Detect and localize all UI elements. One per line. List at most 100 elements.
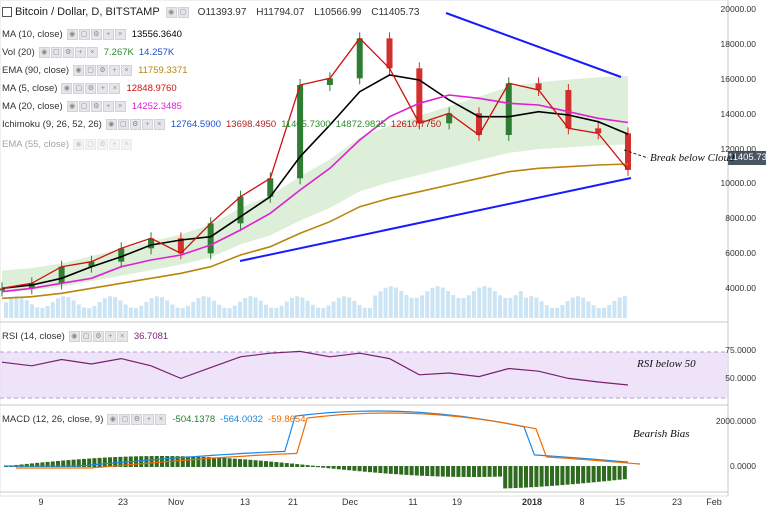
- cloud-annotation: Break below Cloud: [650, 152, 735, 164]
- volume-bar: [165, 300, 170, 318]
- macd-histogram-bar: [430, 466, 435, 477]
- volume-bar: [529, 296, 534, 318]
- volume-bar: [4, 302, 8, 318]
- low-value: L10566.99: [314, 6, 362, 18]
- time-tick-label: 23: [671, 497, 683, 507]
- legend-row[interactable]: MA (5, close) ◉ ▢ ⚙ + × 12848.9760: [0, 80, 177, 96]
- volume-bar: [128, 307, 133, 318]
- volume-bar: [56, 298, 60, 318]
- macd-histogram-bar: [591, 466, 596, 483]
- time-tick-label: Feb: [706, 497, 722, 507]
- candle-body: [0, 288, 5, 291]
- macd-histogram-bar: [503, 466, 508, 489]
- volume-bar: [539, 301, 544, 318]
- volume-bar: [274, 307, 279, 318]
- legend-buttons[interactable]: ◉ ▢ ⚙ + ×: [61, 82, 121, 94]
- candle-body: [118, 248, 125, 262]
- time-tick-label: Nov: [167, 497, 185, 507]
- volume-bar: [357, 304, 362, 318]
- macd-histogram-bar: [524, 466, 528, 488]
- volume-bar: [149, 298, 154, 318]
- legend-row[interactable]: MA (10, close) ◉ ▢ ⚙ + × 13556.3640: [0, 26, 182, 42]
- macd-histogram-bar: [342, 466, 346, 470]
- macd-histogram-bar: [274, 462, 279, 467]
- volume-bar: [264, 304, 268, 318]
- candle-body: [595, 128, 602, 134]
- macd-histogram-bar: [97, 457, 102, 467]
- macd-histogram-bar: [362, 466, 367, 472]
- candle-body: [475, 113, 482, 135]
- macd-histogram-bar: [186, 456, 190, 467]
- candle-body: [28, 283, 35, 289]
- volume-bar: [414, 297, 419, 318]
- toggle-buttons[interactable]: ◉ ▢: [165, 6, 190, 18]
- macd-histogram-bar: [217, 457, 222, 467]
- volume-bar: [555, 307, 560, 318]
- macd-histogram-bar: [617, 466, 622, 480]
- series-line: [1, 163, 629, 300]
- legend-row[interactable]: EMA (55, close) ◉ ▢ ⚙ + ×: [0, 136, 133, 152]
- legend-label: MA (10, close): [2, 28, 63, 40]
- rsi-band: [0, 352, 728, 398]
- macd-histogram-bar: [191, 456, 196, 467]
- macd-histogram-bar: [264, 461, 268, 467]
- macd-tick-label: 0.0000: [730, 461, 756, 471]
- series-line: [1, 94, 629, 293]
- legend-buttons[interactable]: ◉ ▢ ⚙ + ×: [105, 118, 166, 130]
- volume-bar: [362, 307, 367, 318]
- legend-row[interactable]: Ichimoku (9, 26, 52, 26) ◉ ▢ ⚙ + × 12764.5900 1…: [0, 116, 441, 132]
- macd-buttons[interactable]: ◉ ▢ ⚙ + ×: [107, 413, 167, 425]
- volume-bar: [76, 304, 81, 318]
- legend-buttons[interactable]: ◉ ▢ ⚙ + ×: [73, 138, 133, 150]
- volume-bar: [186, 305, 190, 318]
- volume-bar: [565, 300, 570, 318]
- volume-bar: [19, 297, 24, 318]
- collapse-icon[interactable]: [2, 7, 12, 17]
- legend-value: 7.267K: [103, 46, 134, 58]
- macd-histogram-bar: [388, 466, 393, 474]
- annotation-arrow: [623, 149, 649, 159]
- rsi-buttons[interactable]: ◉ ▢ ⚙ + ×: [68, 330, 129, 342]
- volume-bar: [227, 308, 232, 318]
- macd-histogram-bar: [518, 466, 523, 488]
- volume-bar: [602, 307, 606, 318]
- legend-row[interactable]: EMA (90, close) ◉ ▢ ⚙ + × 11759.3371: [0, 62, 188, 78]
- volume-bar: [477, 287, 482, 318]
- macd-histogram-bar: [61, 460, 66, 467]
- series-line: [1, 74, 629, 290]
- legend-row[interactable]: Vol (20) ◉ ▢ ⚙ + × 7.267K 14.257K: [0, 44, 174, 60]
- chart-title: Bitcoin / Dollar, D, BITSTAMP ◉ ▢ O11393.…: [2, 6, 426, 18]
- resistance-trendline: [445, 12, 622, 78]
- candle-body: [416, 68, 423, 124]
- volume-bar: [524, 297, 528, 318]
- volume-bar: [576, 296, 580, 318]
- macd-histogram-bar: [113, 457, 118, 467]
- macd-value-macd: -564.0032: [220, 413, 263, 425]
- volume-bar: [123, 304, 128, 318]
- macd-histogram-bar: [50, 461, 55, 467]
- rsi-legend: RSI (14, close) ◉ ▢ ⚙ + × 36.7081: [0, 328, 168, 344]
- volume-bar: [160, 297, 164, 318]
- volume-bar: [295, 296, 300, 318]
- macd-histogram-bar: [82, 458, 86, 467]
- time-tick-label: 13: [239, 497, 251, 507]
- volume-bar: [388, 286, 393, 318]
- volume-bar: [243, 297, 248, 318]
- volume-bar: [222, 307, 227, 318]
- legend-buttons[interactable]: ◉ ▢ ⚙ + ×: [66, 100, 127, 112]
- legend-row[interactable]: MA (20, close) ◉ ▢ ⚙ + × 14252.3485: [0, 98, 182, 114]
- volume-bar: [596, 307, 601, 318]
- time-tick-label: 2018: [521, 497, 543, 507]
- volume-bar: [102, 298, 107, 318]
- legend-buttons[interactable]: ◉ ▢ ⚙ + ×: [73, 64, 133, 76]
- volume-bar: [409, 297, 414, 318]
- legend-buttons[interactable]: ◉ ▢ ⚙ + ×: [38, 46, 99, 58]
- macd-histogram-bar: [414, 466, 419, 476]
- legend-buttons[interactable]: ◉ ▢ ⚙ + ×: [66, 28, 127, 40]
- price-tick-label: 10000.00: [720, 178, 756, 189]
- volume-bar: [503, 297, 508, 318]
- macd-histogram-bar: [201, 456, 206, 467]
- legend-value: 11759.3371: [138, 64, 188, 76]
- candle-body: [237, 196, 244, 224]
